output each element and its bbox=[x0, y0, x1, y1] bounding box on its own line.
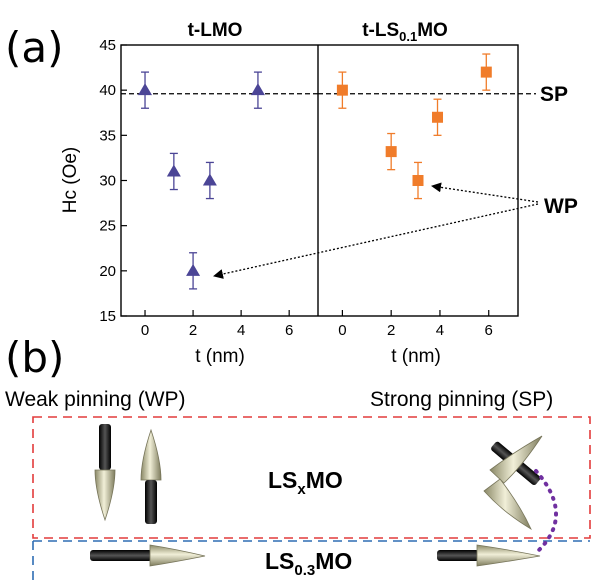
lower-layer-label: LS0.3MO bbox=[265, 548, 352, 579]
lower-layer-sub: 0.3 bbox=[294, 562, 315, 579]
y-tick-label: 45 bbox=[99, 37, 116, 54]
data-point bbox=[138, 83, 153, 96]
axis-ticks: 0 2 4 6 15 20 25 30 35 40 45 0 2 4 6 bbox=[99, 37, 493, 339]
y-tick-label: 40 bbox=[99, 82, 116, 99]
data-point bbox=[385, 146, 397, 158]
data-point bbox=[166, 164, 181, 177]
spin-rod bbox=[145, 480, 157, 524]
dotted-arc bbox=[534, 469, 558, 553]
panel-label-b: (b) bbox=[5, 333, 64, 382]
y-tick-label: 25 bbox=[99, 218, 116, 235]
data-point bbox=[186, 263, 201, 276]
x-tick-label: 6 bbox=[485, 322, 493, 339]
spin-cone bbox=[94, 469, 116, 522]
weak-pinning-spin-up bbox=[140, 428, 162, 524]
data-point bbox=[202, 173, 217, 186]
x-tick-label: 2 bbox=[387, 322, 395, 339]
upper-layer-sub: x bbox=[297, 481, 306, 498]
strong-pinning-spins bbox=[483, 435, 543, 530]
sp-label: SP bbox=[540, 83, 568, 106]
strong-pinning-caption: Strong pinning (SP) bbox=[370, 388, 553, 411]
plot-title-right: t-LS0.1MO bbox=[362, 20, 448, 44]
spin-cone-up bbox=[489, 435, 543, 484]
y-tick-label: 20 bbox=[99, 263, 116, 280]
x-tick-label: 0 bbox=[141, 322, 149, 339]
plot-frame bbox=[120, 44, 519, 317]
plot-title-right-main: t-LS bbox=[362, 20, 399, 41]
y-axis-label: Hc (Oe) bbox=[60, 147, 81, 214]
wp-label: WP bbox=[544, 195, 578, 218]
y-tick-label: 30 bbox=[99, 173, 116, 190]
lower-layer-main: LS bbox=[265, 548, 294, 574]
x-tick-label: 2 bbox=[189, 322, 197, 339]
x-tick-label: 4 bbox=[436, 322, 444, 339]
spin-cone bbox=[140, 428, 162, 481]
spin-cone-down bbox=[483, 478, 532, 530]
data-point bbox=[250, 83, 265, 96]
plot-title-left: t-LMO bbox=[188, 20, 243, 41]
upper-layer-end: MO bbox=[306, 467, 343, 493]
plot-title-right-end: MO bbox=[417, 20, 448, 41]
y-tick-label: 15 bbox=[99, 308, 116, 325]
x-tick-label: 6 bbox=[285, 322, 293, 339]
spin-cone bbox=[476, 544, 541, 567]
wp-arrows bbox=[213, 182, 539, 279]
data-point bbox=[336, 84, 348, 96]
wp-arrow-left bbox=[213, 203, 539, 279]
spin-cone bbox=[149, 544, 206, 567]
weak-pinning-spin-down bbox=[94, 424, 116, 522]
x-tick-label: 4 bbox=[237, 322, 245, 339]
panel-label-a: (a) bbox=[5, 23, 64, 72]
data-point bbox=[412, 175, 424, 186]
upper-layer-label: LSxMO bbox=[268, 467, 343, 498]
plot-border bbox=[120, 44, 519, 317]
plot-title-right-sub: 0.1 bbox=[399, 29, 417, 44]
lower-layer-end: MO bbox=[315, 548, 352, 574]
data-points bbox=[138, 53, 492, 290]
data-point bbox=[432, 111, 444, 123]
lower-spin-right bbox=[437, 544, 541, 567]
data-point bbox=[480, 66, 492, 78]
wp-arrow-right bbox=[431, 182, 539, 203]
y-tick-label: 35 bbox=[99, 127, 116, 144]
spin-rod bbox=[99, 424, 111, 470]
lower-spin-left bbox=[90, 544, 206, 567]
spin-rod bbox=[437, 550, 479, 561]
upper-layer-main: LS bbox=[268, 467, 297, 493]
spin-rod bbox=[90, 550, 152, 561]
x-tick-label: 0 bbox=[338, 322, 346, 339]
x-axis-label-left: t (nm) bbox=[195, 346, 245, 367]
weak-pinning-caption: Weak pinning (WP) bbox=[5, 388, 186, 411]
upper-layer-box bbox=[32, 416, 591, 539]
x-axis-label-right: t (nm) bbox=[391, 346, 441, 367]
